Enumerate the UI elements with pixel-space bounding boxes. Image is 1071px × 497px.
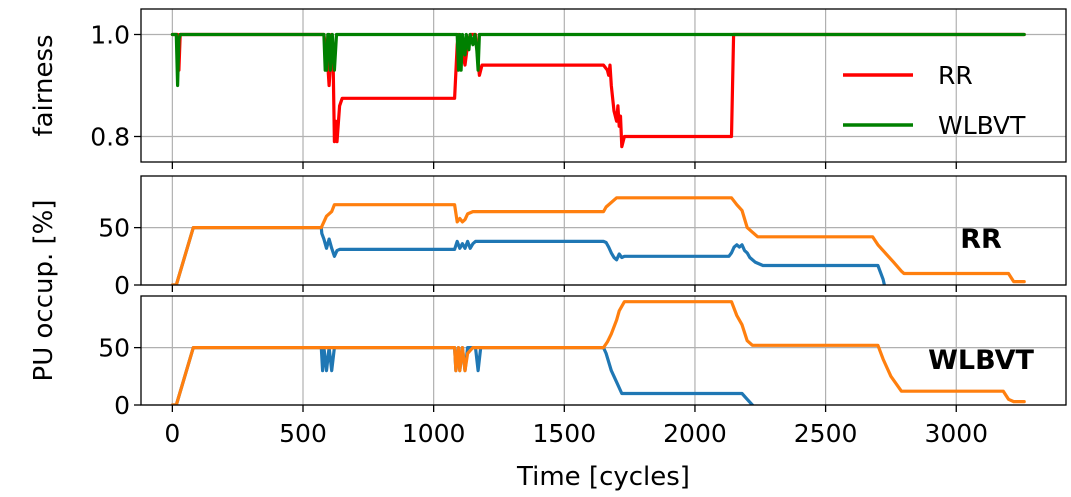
y-axis-title: fairness [29, 34, 59, 136]
y-tick-label: 0 [114, 391, 130, 420]
panel-1: 0.8 1.0 fairness [29, 8, 1067, 169]
x-tick-label: 2000 [663, 419, 727, 448]
legend: RR WLBVT [843, 61, 1026, 140]
x-tick-label: 1000 [402, 419, 466, 448]
panel-3: 0 50 WLBVT 0 500 1000 1500 2000 2500 3000 Time [cy… [98, 295, 1067, 492]
panel-frame [140, 175, 1067, 286]
panel-2: 0 50 RR [98, 175, 1067, 300]
y-tick-label: 1.0 [90, 21, 130, 50]
x-tick-label: 500 [279, 419, 327, 448]
x-tick-label: 3000 [924, 419, 988, 448]
y-tick-label: 0 [114, 271, 130, 300]
panel-label: RR [960, 224, 1002, 255]
panel-frame [140, 8, 1067, 163]
series-line-orange [170, 300, 1026, 405]
x-tick-label: 1500 [532, 419, 596, 448]
panel-frame [140, 295, 1067, 406]
series-line-orange [170, 196, 1026, 285]
legend-label-rr: RR [938, 61, 973, 90]
x-tick-label: 2500 [794, 419, 858, 448]
legend-label-wlbvt: WLBVT [938, 111, 1026, 140]
y-tick-label: 50 [98, 334, 130, 363]
x-axis-title: Time [cycles] [516, 462, 690, 492]
x-tick-label: 0 [164, 419, 180, 448]
panel-label: WLBVT [928, 345, 1034, 376]
y-axis-title-shared: PU occup. [%] [29, 200, 59, 382]
y-tick-label: 50 [98, 214, 130, 243]
series-line-blue [170, 226, 886, 285]
y-tick-label: 0.8 [90, 123, 130, 152]
series-line-wlbvt [170, 32, 1026, 88]
